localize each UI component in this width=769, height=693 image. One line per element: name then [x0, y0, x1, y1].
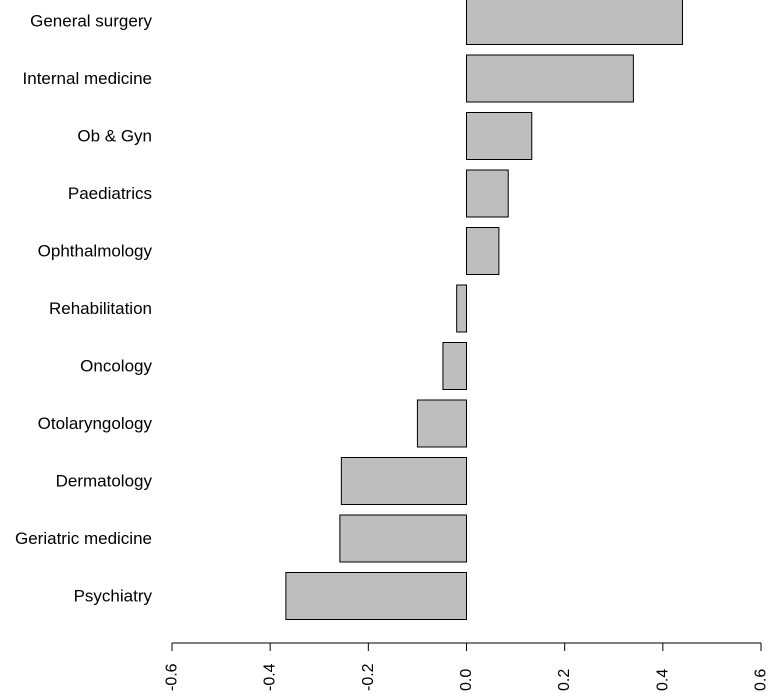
x-tick-label: -0.6 [164, 663, 181, 691]
category-labels: General surgery Internal medicine Ob & Gyn… [15, 12, 152, 606]
bar-internal-medicine [466, 54, 634, 103]
bar-ob-gyn [466, 112, 533, 160]
x-axis-ticks: -0.6 -0.4 -0.2 0.0 0.2 0.4 0.6 [164, 643, 769, 691]
bar-ophthalmology [466, 227, 500, 275]
category-label: Ob & Gyn [77, 127, 152, 146]
category-label: General surgery [30, 12, 152, 31]
bar-otolaryngology [416, 399, 467, 448]
category-label: Paediatrics [68, 184, 152, 203]
bar-rehabilitation [456, 284, 467, 333]
category-label: Ophthalmology [38, 242, 153, 261]
bar-geriatric-medicine [339, 514, 467, 563]
x-tick-label: 0.0 [458, 669, 475, 691]
bar-paediatrics [466, 169, 509, 218]
category-label: Dermatology [56, 472, 153, 491]
category-label: Oncology [80, 357, 152, 376]
x-tick-label: -0.4 [262, 663, 279, 691]
bar-oncology [442, 342, 468, 390]
bars-group [285, 0, 683, 620]
x-tick-label: -0.2 [360, 663, 377, 691]
category-label: Psychiatry [74, 587, 153, 606]
x-tick-label: 0.6 [753, 669, 769, 691]
x-tick-label: 0.4 [654, 669, 671, 691]
category-label: Rehabilitation [49, 299, 152, 318]
category-label: Geriatric medicine [15, 529, 152, 548]
category-label: Otolaryngology [38, 414, 153, 433]
bar-psychiatry [285, 572, 467, 620]
category-label: Internal medicine [23, 69, 152, 88]
bar-dermatology [340, 457, 467, 505]
x-tick-label: 0.2 [556, 669, 573, 691]
bar-general-surgery [466, 0, 683, 45]
